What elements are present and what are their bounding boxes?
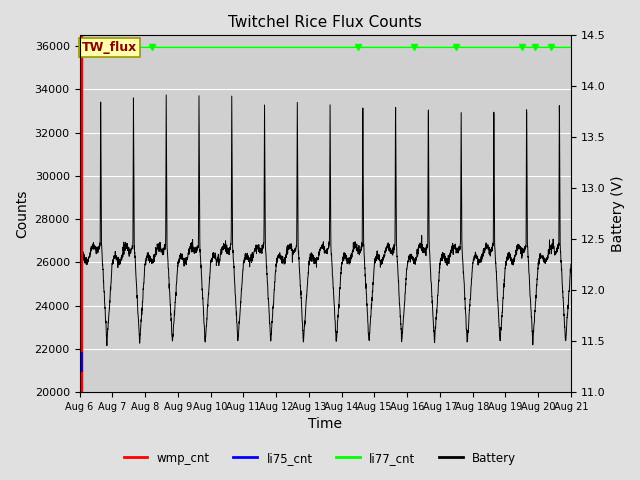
Y-axis label: Battery (V): Battery (V): [611, 176, 625, 252]
Title: Twitchel Rice Flux Counts: Twitchel Rice Flux Counts: [228, 15, 422, 30]
Y-axis label: Counts: Counts: [15, 190, 29, 238]
X-axis label: Time: Time: [308, 418, 342, 432]
Text: TW_flux: TW_flux: [82, 41, 137, 54]
Legend: wmp_cnt, li75_cnt, li77_cnt, Battery: wmp_cnt, li75_cnt, li77_cnt, Battery: [119, 447, 521, 469]
